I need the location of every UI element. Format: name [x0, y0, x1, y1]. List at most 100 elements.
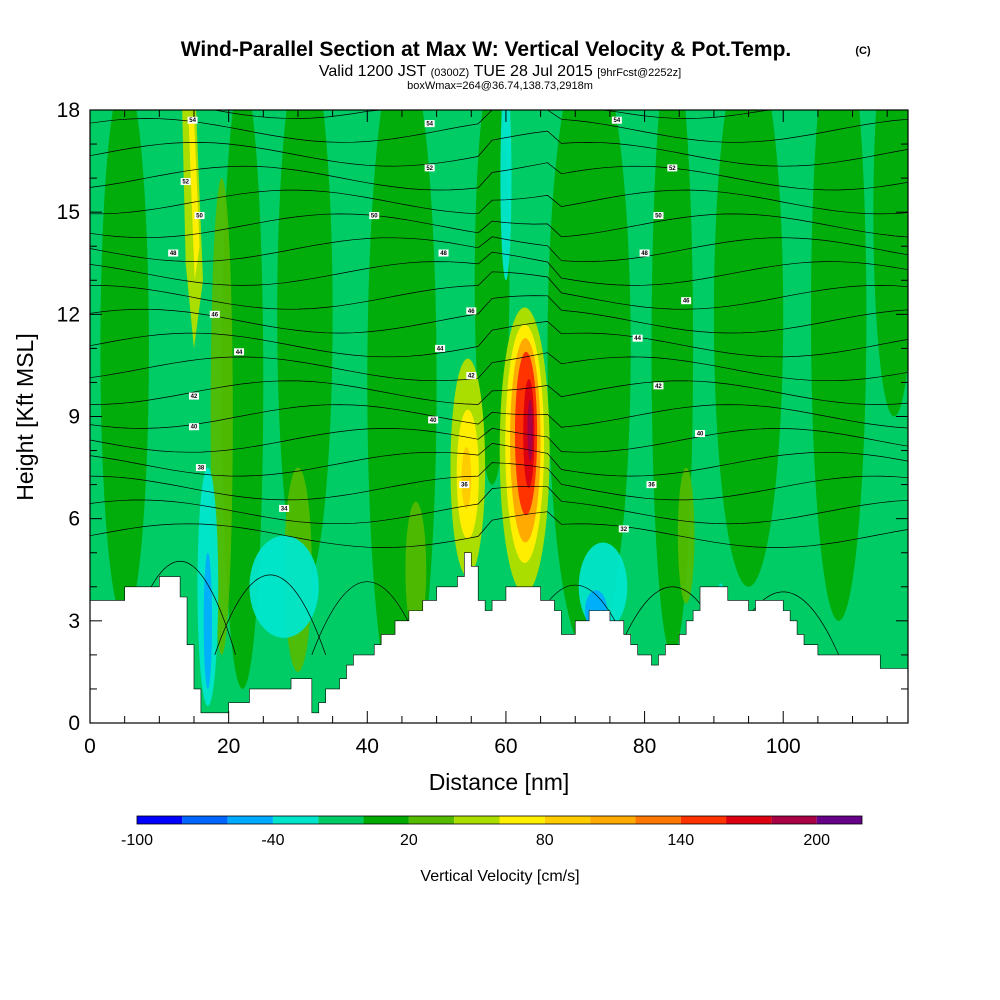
- isentrope-line: [90, 110, 908, 119]
- colorbar-tick-labels: -100 -40 20 80 140 200: [121, 832, 830, 849]
- updraft-band-light: [405, 501, 427, 638]
- subtitle-valid: Valid 1200 JST: [319, 63, 427, 80]
- y-axis-title: Height [Kft MSL]: [12, 333, 38, 500]
- subtitle-forecast: [9hrFcst@2252z]: [597, 67, 681, 79]
- colorbar-tick-label: 20: [400, 832, 418, 849]
- isentrope-line: [90, 427, 908, 453]
- isentrope-label: 46: [468, 309, 475, 315]
- isentrope-line: [90, 295, 908, 334]
- isentrope-line: [90, 162, 908, 191]
- isentrope-label: 54: [614, 118, 621, 124]
- isentrope-line: [90, 251, 908, 286]
- isentrope-label: 48: [641, 251, 648, 257]
- isentrope-label: 46: [211, 312, 218, 318]
- isentrope-label-box: [188, 423, 199, 431]
- isentrope-labels: 54 54 54 52 52 52 50 50 50 48 48 48 46 46 46 44 44 44 42 42…: [168, 116, 706, 533]
- isentrope-label-box: [611, 116, 622, 124]
- isentrope-label-box: [369, 212, 380, 220]
- isentrope-label-box: [459, 481, 470, 489]
- isentrope-label-box: [695, 430, 706, 438]
- x-tick-label: 0: [84, 735, 96, 758]
- isentrope-dome: [214, 574, 327, 656]
- isentrope-line: [90, 130, 908, 167]
- isentrope-label-box: [428, 416, 439, 424]
- isentrope-label-box: [424, 120, 435, 128]
- isentrope-label: 42: [191, 394, 198, 400]
- isentrope-label: 50: [655, 214, 662, 220]
- subtitle-utc: (0300Z): [431, 67, 470, 79]
- colorbar-title: Vertical Velocity [cm/s]: [420, 868, 579, 885]
- downdraft-blue: [203, 552, 213, 689]
- isentrope-line: [90, 189, 908, 215]
- isentrope-label: 54: [426, 122, 433, 128]
- isentrope-label: 50: [371, 214, 378, 220]
- isentrope-label-box: [466, 307, 477, 315]
- isentrope-label-box: [646, 481, 657, 489]
- isentrope-label: 40: [697, 432, 704, 438]
- colorbar-tick-label: 140: [667, 832, 694, 849]
- isentrope-label: 52: [669, 166, 676, 172]
- y-tick-label: 3: [68, 610, 80, 633]
- isentrope-label: 54: [189, 118, 196, 124]
- isentrope-label: 40: [430, 418, 437, 424]
- isentrope-label-box: [639, 249, 650, 257]
- plot-area: 54 54 54 52 52 52 50 50 50 48 48 48 46 46 46 44 44 44 42 42…: [90, 110, 908, 723]
- isentrope-label-box: [180, 178, 191, 186]
- isentrope-label: 48: [170, 251, 177, 257]
- isentrope-label-box: [187, 116, 198, 124]
- y-tick-label: 0: [68, 712, 80, 735]
- y-tick-label: 12: [57, 303, 80, 326]
- isentrope-label-box: [209, 310, 220, 318]
- isentrope-line: [90, 271, 908, 310]
- updraft-band-weak: [547, 110, 631, 655]
- updraft-band-light: [677, 467, 695, 604]
- colorbar-tick-label: 80: [536, 832, 554, 849]
- isentrope-label-box: [279, 504, 290, 512]
- x-tick-label: 80: [633, 735, 656, 758]
- isentrope-label: 44: [437, 346, 444, 352]
- isentrope-label-box: [653, 382, 664, 390]
- isentrope-label-box: [618, 525, 629, 533]
- isentrope-label: 44: [634, 336, 641, 342]
- isentrope-label-box: [466, 372, 477, 380]
- y-tick-label: 18: [57, 99, 80, 122]
- colorbar-frame: [136, 815, 863, 825]
- downdraft-cyan: [249, 535, 319, 638]
- isentrope-line: [90, 511, 908, 548]
- isentrope-label: 32: [620, 527, 627, 533]
- isentrope-label: 34: [281, 506, 288, 512]
- isentrope-line: [90, 213, 908, 239]
- isentrope-line: [90, 485, 908, 525]
- updraft-max: [527, 399, 533, 461]
- colorbar-swatch: [318, 816, 364, 824]
- updraft-band-weak: [873, 110, 908, 417]
- isentrope-label-box: [653, 212, 664, 220]
- isentrope-label-box: [195, 464, 206, 472]
- isentrope-label: 48: [440, 251, 447, 257]
- colorbar-swatch: [272, 816, 319, 824]
- updraft-band-weak: [810, 110, 867, 621]
- colorbar-tick-label: -100: [121, 832, 153, 849]
- y-tick-label: 6: [68, 508, 80, 531]
- isentrope-line: [90, 404, 908, 429]
- colorbar: [136, 815, 863, 825]
- isentrope-label: 40: [191, 425, 198, 431]
- isentrope-lines: [90, 110, 908, 656]
- isentrope-label-box: [435, 344, 446, 352]
- colorbar-swatch: [816, 816, 862, 824]
- isentrope-label: 38: [198, 466, 205, 472]
- updraft-band-weak: [221, 110, 264, 689]
- colorbar-swatch: [499, 816, 545, 824]
- isentrope-label: 42: [655, 384, 662, 390]
- isentrope-label-box: [194, 212, 205, 220]
- colorbar-swatch: [635, 816, 681, 824]
- axis-ticks: [89, 109, 908, 724]
- isentrope-line: [90, 443, 908, 477]
- colorbar-swatch: [227, 816, 273, 824]
- x-axis-title: Distance [nm]: [429, 769, 570, 795]
- isentrope-label-box: [188, 392, 199, 400]
- colorbar-swatch: [182, 816, 228, 824]
- colorbar-swatch: [408, 816, 455, 824]
- isentrope-line: [90, 352, 908, 382]
- isentrope-label: 42: [468, 374, 475, 380]
